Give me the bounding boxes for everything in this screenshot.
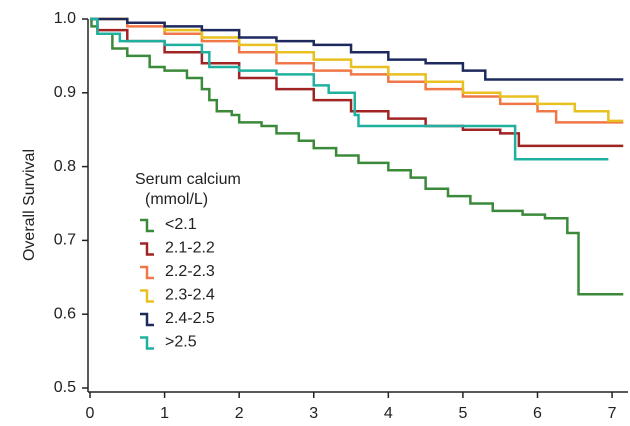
legend-label: <2.1 bbox=[165, 216, 197, 233]
legend-symbol bbox=[140, 336, 154, 350]
y-tick-label: 0.8 bbox=[54, 158, 76, 175]
legend-title: (mmol/L) bbox=[145, 191, 208, 208]
y-tick-label: 0.9 bbox=[54, 84, 76, 101]
legend-symbol bbox=[140, 312, 154, 327]
legend-label: >2.5 bbox=[165, 334, 197, 351]
survival-curve bbox=[90, 17, 609, 161]
x-tick-label: 5 bbox=[458, 405, 467, 422]
legend-label: 2.2-2.3 bbox=[165, 263, 215, 280]
y-axis-label: Overall Survival bbox=[21, 149, 38, 261]
x-tick-label: 1 bbox=[160, 405, 169, 422]
survival-curve bbox=[90, 17, 624, 296]
x-tick-label: 0 bbox=[86, 405, 95, 422]
survival-curve bbox=[90, 17, 624, 123]
legend-symbol bbox=[140, 242, 154, 256]
legend-symbol bbox=[140, 289, 154, 303]
x-tick-label: 6 bbox=[533, 405, 542, 422]
survival-curve bbox=[90, 17, 624, 124]
survival-curve bbox=[90, 17, 624, 81]
y-tick-label: 0.7 bbox=[54, 232, 76, 249]
legend-label: 2.1-2.2 bbox=[165, 240, 215, 257]
legend-symbol bbox=[140, 265, 154, 280]
x-tick-label: 7 bbox=[608, 405, 617, 422]
legend-label: 2.3-2.4 bbox=[165, 287, 215, 304]
legend-title: Serum calcium bbox=[135, 171, 241, 188]
y-tick-label: 0.5 bbox=[54, 379, 76, 396]
y-tick-label: 1.0 bbox=[54, 10, 76, 27]
y-tick-label: 0.6 bbox=[54, 305, 76, 322]
survival-curve bbox=[90, 17, 624, 148]
x-tick-label: 2 bbox=[235, 405, 244, 422]
legend-label: 2.4-2.5 bbox=[165, 310, 215, 327]
x-tick-label: 3 bbox=[309, 405, 318, 422]
legend-symbol bbox=[140, 218, 154, 233]
x-tick-label: 4 bbox=[384, 405, 393, 422]
